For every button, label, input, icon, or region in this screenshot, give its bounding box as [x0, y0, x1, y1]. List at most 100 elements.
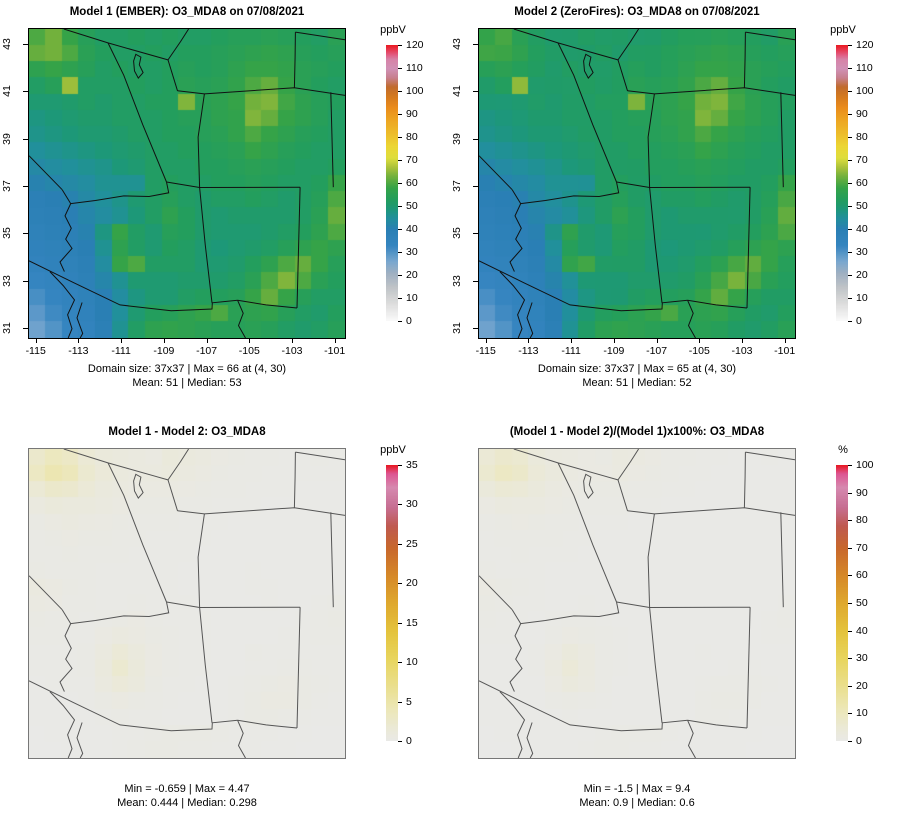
state-border-line — [745, 451, 795, 461]
state-borders-overlay — [479, 29, 795, 338]
colorbar-tick-label: 0 — [856, 315, 862, 327]
colorbar-tick-label: 25 — [406, 537, 418, 550]
x-axis-tick — [249, 338, 251, 343]
colorbar-tick — [398, 321, 402, 322]
state-border-line — [743, 32, 746, 88]
state-border-line — [687, 300, 696, 338]
colorbar-tick-label: 30 — [406, 246, 418, 258]
y-axis-tick-label: 41 — [1, 85, 13, 98]
map-panel-4: (Model 1 - Model 2)/(Model 1)x100%: O3_M… — [450, 420, 900, 840]
colorbar-tick — [848, 252, 852, 253]
colorbar-tick-label: 10 — [406, 656, 418, 669]
colorbar-tick — [848, 275, 852, 276]
colorbar-tick — [398, 137, 402, 138]
state-border-line — [509, 609, 523, 692]
colorbar-tick — [848, 713, 852, 715]
stats-line-1: Min = -0.659 | Max = 4.47 — [124, 783, 250, 795]
state-border-line — [177, 87, 345, 96]
colorbar-tick — [398, 160, 402, 161]
colorbar-tick-label: 30 — [406, 498, 418, 511]
colorbar-tick — [398, 68, 402, 69]
state-border-line — [479, 260, 688, 312]
colorbar-tick — [848, 741, 852, 742]
y-axis-tick — [23, 44, 28, 45]
state-border-line — [199, 187, 213, 303]
colorbar-tick-label: 0 — [406, 315, 412, 327]
state-border-line — [167, 479, 178, 511]
stats-line-1: Min = -1.5 | Max = 9.4 — [583, 783, 691, 795]
great-salt-lake-outline — [133, 473, 144, 499]
state-border-line — [29, 680, 238, 732]
colorbar-tick — [398, 543, 402, 545]
state-border-line — [745, 31, 795, 41]
state-border-line — [687, 719, 748, 729]
y-axis-tick — [473, 44, 478, 45]
state-border-line — [557, 42, 617, 183]
y-axis-tick — [473, 91, 478, 93]
colorbar-tick-label: 90 — [856, 486, 868, 499]
panel-stats: Min = -0.659 | Max = 4.47 Mean: 0.444 | … — [29, 783, 345, 810]
colorbar-tick — [398, 229, 402, 230]
x-axis-tick-label: -107 — [646, 345, 668, 357]
colorbar — [836, 45, 848, 321]
colorbar-tick-label: 110 — [406, 62, 423, 74]
map-frame — [28, 28, 346, 339]
state-border-line — [76, 722, 84, 758]
colorbar-tick-label: 50 — [856, 200, 868, 212]
colorbar-tick-label: 70 — [856, 541, 868, 554]
x-axis-tick — [163, 338, 165, 343]
y-axis-tick — [23, 328, 28, 329]
colorbar-units-label: ppbV — [380, 444, 406, 456]
colorbar-units-label: ppbV — [830, 24, 856, 36]
x-axis-tick-label: -105 — [688, 345, 710, 357]
state-border-line — [499, 271, 526, 338]
state-border-line — [59, 609, 73, 692]
colorbar-units-label: ppbV — [380, 24, 406, 36]
colorbar-tick-label: 60 — [856, 569, 868, 582]
state-border-line — [29, 155, 63, 191]
x-axis-tick-label: -113 — [518, 345, 539, 357]
y-axis-tick-label: 33 — [1, 274, 13, 287]
colorbar-tick-label: 10 — [406, 292, 418, 304]
colorbar-tick-label: 110 — [856, 62, 873, 74]
state-border-line — [293, 452, 296, 508]
map-frame — [478, 448, 796, 759]
colorbar-tick-label: 15 — [406, 616, 418, 629]
state-border-line — [295, 31, 345, 41]
state-border-line — [166, 601, 301, 609]
x-axis-tick-label: -107 — [196, 345, 218, 357]
state-border-line — [296, 607, 301, 729]
state-border-line — [746, 607, 751, 729]
colorbar-tick-label: 100 — [856, 459, 874, 471]
state-border-line — [237, 719, 298, 729]
map-panel-3: Model 1 - Model 2: O3_MDA8 ppbV 0 5 10 1… — [0, 420, 450, 840]
colorbar-tick — [848, 630, 852, 632]
y-axis-tick — [473, 138, 478, 140]
colorbar-tick-label: 35 — [406, 459, 418, 471]
state-border-line — [526, 722, 534, 758]
state-borders-overlay — [29, 29, 345, 338]
y-axis-tick — [473, 328, 478, 329]
state-borders-overlay — [479, 449, 795, 758]
x-axis-tick — [35, 338, 37, 343]
panel-stats: Domain size: 37x37 | Max = 65 at (4, 30)… — [479, 363, 795, 390]
x-axis-tick-label: -103 — [281, 345, 303, 357]
colorbar-tick-label: 60 — [406, 177, 418, 189]
panel-title: Model 2 (ZeroFires): O3_MDA8 on 07/08/20… — [514, 6, 760, 18]
colorbar-tick-label: 10 — [856, 292, 868, 304]
state-border-line — [167, 29, 190, 61]
colorbar-tick — [398, 298, 402, 299]
stats-line-1: Domain size: 37x37 | Max = 66 at (4, 30) — [87, 363, 287, 375]
colorbar-tick-label: 70 — [856, 154, 868, 166]
colorbar-tick-label: 70 — [406, 154, 418, 166]
state-border-line — [780, 92, 784, 188]
y-axis-tick-label: 37 — [1, 180, 13, 192]
colorbar-tick — [848, 492, 852, 494]
colorbar-tick-label: 20 — [406, 577, 418, 590]
colorbar-tick — [848, 137, 852, 138]
state-border-line — [617, 29, 640, 61]
colorbar-tick-label: 50 — [406, 200, 418, 212]
colorbar-tick-label: 20 — [856, 679, 868, 692]
x-axis-tick — [485, 338, 487, 343]
